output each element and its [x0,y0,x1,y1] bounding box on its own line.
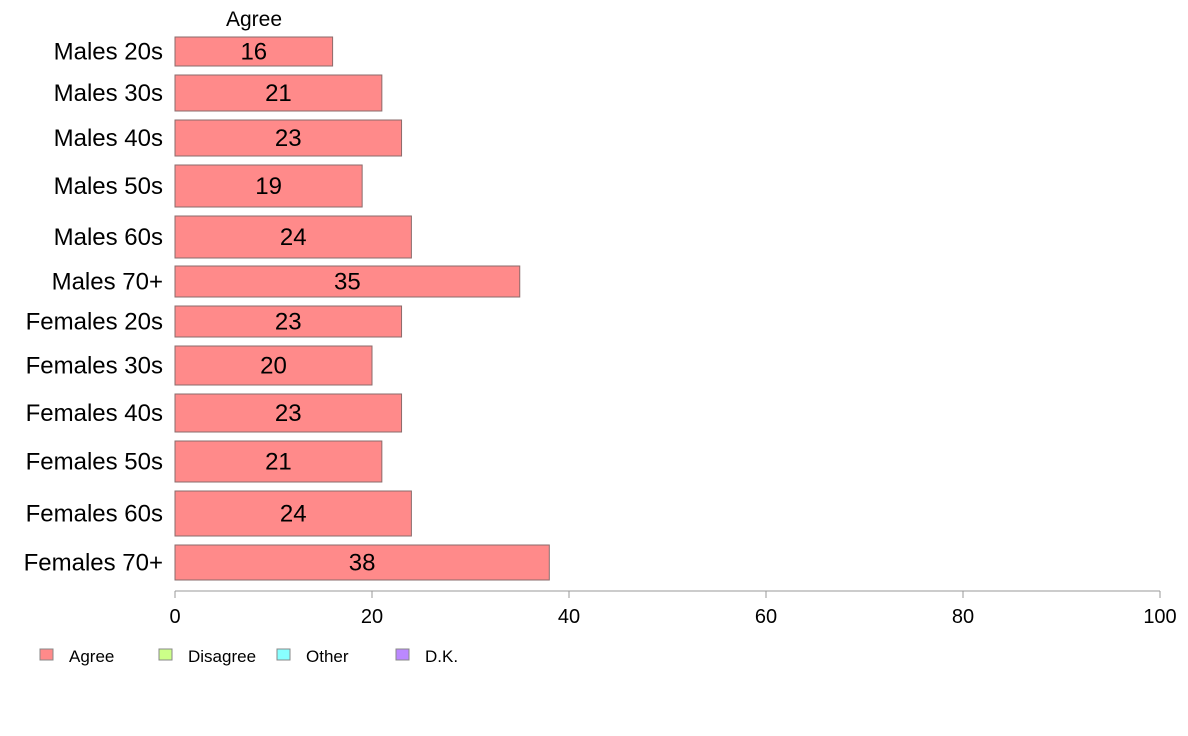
legend-label: Disagree [188,647,256,666]
category-label: Females 70+ [24,550,163,577]
category-label: Females 40s [26,400,163,427]
data-label: 19 [255,173,282,200]
bar [174,305,403,338]
bar [174,119,403,157]
category-label: Males 60s [54,224,163,251]
legend-swatch [395,648,410,661]
x-tick-label: 40 [558,606,580,628]
category-label: Males 40s [54,125,163,152]
bar [174,215,412,259]
x-axis: 0 20 40 60 80 100 [169,590,1177,628]
data-label: 21 [265,80,292,107]
data-label: 23 [275,400,302,427]
legend-swatch [158,648,173,661]
data-label: 24 [280,224,307,251]
bars-group: Males 20s 16 Males 30s 21 Males 40s 23 Males 5… [24,36,550,581]
data-label: 35 [334,269,361,296]
bar [174,36,334,67]
category-label: Females 50s [26,449,163,476]
category-label: Females 20s [26,309,163,336]
category-label: Females 30s [26,353,163,380]
category-label: Males 30s [54,80,163,107]
data-label: 16 [240,39,267,66]
data-label: 23 [275,309,302,336]
data-label: 24 [280,501,307,528]
category-label: Females 60s [26,501,163,528]
bar [174,265,521,298]
bar [174,345,373,386]
x-tick-label: 20 [361,606,383,628]
legend-label: Agree [69,647,114,666]
legend: Agree Disagree Other D.K. [39,647,458,666]
category-label: Males 50s [54,173,163,200]
legend-swatch [39,648,54,661]
column-label: Agree [226,8,282,31]
bar [174,74,383,112]
legend-label: Other [306,647,349,666]
x-tick-label: 0 [169,606,180,628]
data-label: 20 [260,353,287,380]
bar [174,393,403,433]
bar [174,164,363,208]
data-label: 38 [349,550,376,577]
bar [174,440,383,483]
x-tick-label: 80 [952,606,974,628]
bar [174,490,412,537]
data-label: 23 [275,125,302,152]
bar [174,544,550,581]
legend-swatch [276,648,291,661]
x-tick-label: 60 [755,606,777,628]
category-label: Males 70+ [52,269,163,296]
data-label: 21 [265,449,292,476]
x-tick-label: 100 [1143,606,1176,628]
legend-label: D.K. [425,647,458,666]
category-label: Males 20s [54,39,163,66]
